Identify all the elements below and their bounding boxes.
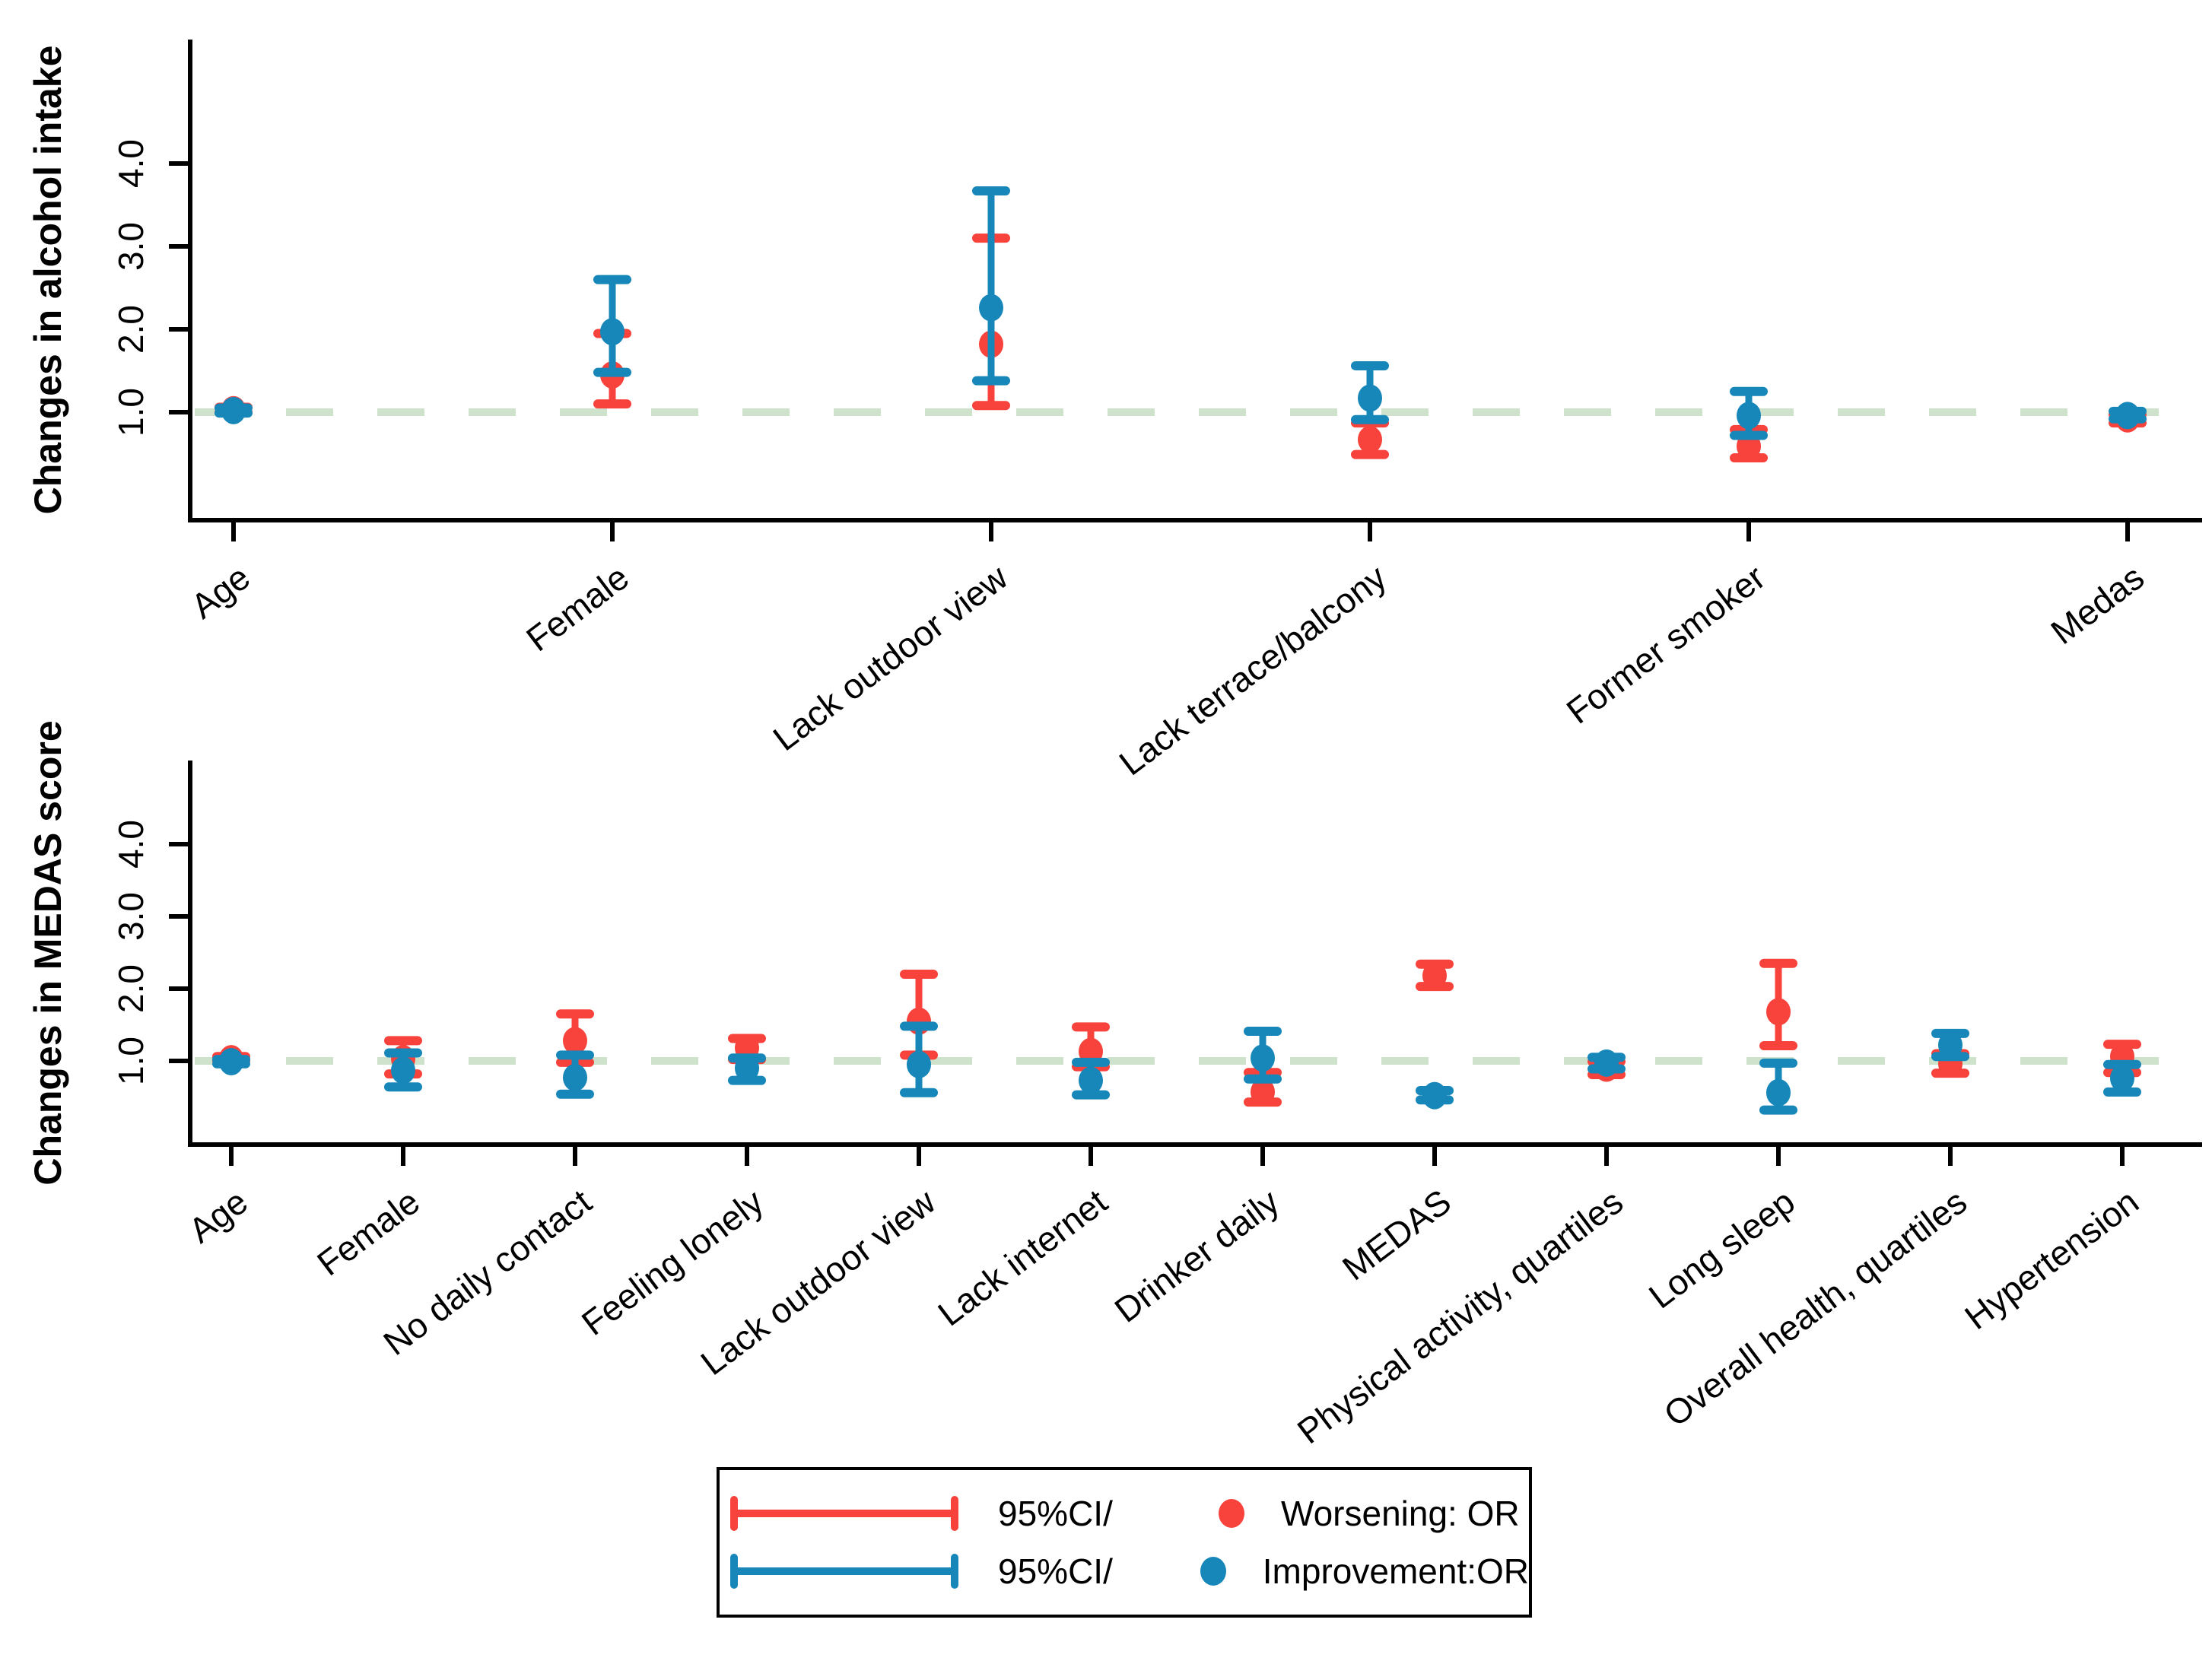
improvement-or-marker (219, 1047, 243, 1075)
y-tick-label: 1.0 (111, 1037, 151, 1085)
legend-ci-red-label: 95%CI/ (998, 1494, 1113, 1533)
x-category-label: Lack outdoor view (766, 557, 1015, 758)
improvement-or-marker (1358, 384, 1382, 412)
worsening-dot-icon (1219, 1499, 1244, 1528)
x-category-label: Age (183, 557, 257, 626)
panel-0: 1.0 2.0 3.0 4.0 Age Female Lack outdoor view La… (111, 40, 2202, 783)
y-axis-title-medas: Changes in MEDAS score (27, 720, 69, 1185)
x-category-label: Age (181, 1181, 255, 1250)
x-category-label: Female (519, 557, 636, 659)
improvement-or-marker (2115, 402, 2140, 430)
improvement-or-marker (1594, 1049, 1619, 1077)
x-category-label: Physical activity, quartiles (1290, 1181, 1630, 1451)
y-tick-label: 4.0 (111, 139, 151, 188)
legend-row-improvement: 95%CI/ Improvement:OR (730, 1550, 1529, 1593)
improvement-or-marker (1766, 1078, 1791, 1107)
x-category-label: Former smoker (1559, 557, 1772, 731)
worsening-or-marker (1358, 425, 1382, 453)
worsening-or-marker (563, 1027, 587, 1055)
y-tick-label: 4.0 (111, 820, 151, 869)
x-category-label: Lack terrace/balcony (1112, 557, 1394, 783)
worsening-series (215, 233, 2147, 462)
improvement-or-marker (563, 1063, 587, 1091)
y-tick-label: 1.0 (111, 388, 151, 437)
legend-improvement-label: Improvement:OR (1262, 1551, 1529, 1591)
improvement-or-marker (735, 1054, 759, 1082)
worsening-or-marker (1422, 961, 1447, 989)
blue-errorbar-icon (730, 1554, 958, 1589)
improvement-series (212, 1021, 2141, 1115)
improvement-or-marker (1422, 1081, 1447, 1110)
x-category-label: MEDAS (1335, 1181, 1458, 1288)
y-tick-label: 2.0 (111, 305, 151, 354)
x-category-label: Overall health, quartiles (1657, 1181, 1974, 1434)
improvement-or-marker (1737, 402, 1761, 430)
legend-ci-blue-label: 95%CI/ (998, 1551, 1113, 1591)
worsening-or-marker (1766, 998, 1791, 1026)
x-category-label: Long sleep (1642, 1181, 1802, 1316)
x-category-label: Drinker daily (1108, 1181, 1286, 1329)
improvement-series (215, 186, 2147, 440)
legend: 95%CI/ Worsening: OR 95%CI/ Improvement:… (717, 1467, 1532, 1618)
x-category-label: Hypertension (1957, 1181, 2146, 1337)
worsening-series (212, 958, 2141, 1107)
improvement-dot-icon (1200, 1557, 1226, 1586)
improvement-or-marker (221, 396, 246, 424)
x-category-label: Medas (2043, 557, 2151, 652)
improvement-or-marker (907, 1050, 931, 1078)
improvement-or-marker (1079, 1066, 1103, 1094)
y-axis-title-alcohol: Changes in alcohol intake (27, 46, 69, 515)
y-tick-label: 3.0 (111, 892, 151, 941)
red-errorbar-icon (730, 1496, 958, 1531)
improvement-or-marker (391, 1056, 415, 1084)
x-category-label: Female (310, 1181, 427, 1283)
y-tick-label: 2.0 (111, 964, 151, 1013)
worsening-or-marker (1251, 1078, 1275, 1106)
improvement-or-marker (2110, 1064, 2134, 1092)
y-tick-label: 3.0 (111, 222, 151, 271)
x-category-label: Lack internet (930, 1181, 1114, 1333)
improvement-or-marker (1251, 1044, 1275, 1072)
legend-row-worsening: 95%CI/ Worsening: OR (730, 1492, 1529, 1535)
improvement-or-marker (1938, 1031, 1963, 1059)
improvement-or-marker (600, 318, 625, 346)
legend-worsening-label: Worsening: OR (1281, 1494, 1520, 1533)
improvement-or-marker (979, 294, 1003, 322)
